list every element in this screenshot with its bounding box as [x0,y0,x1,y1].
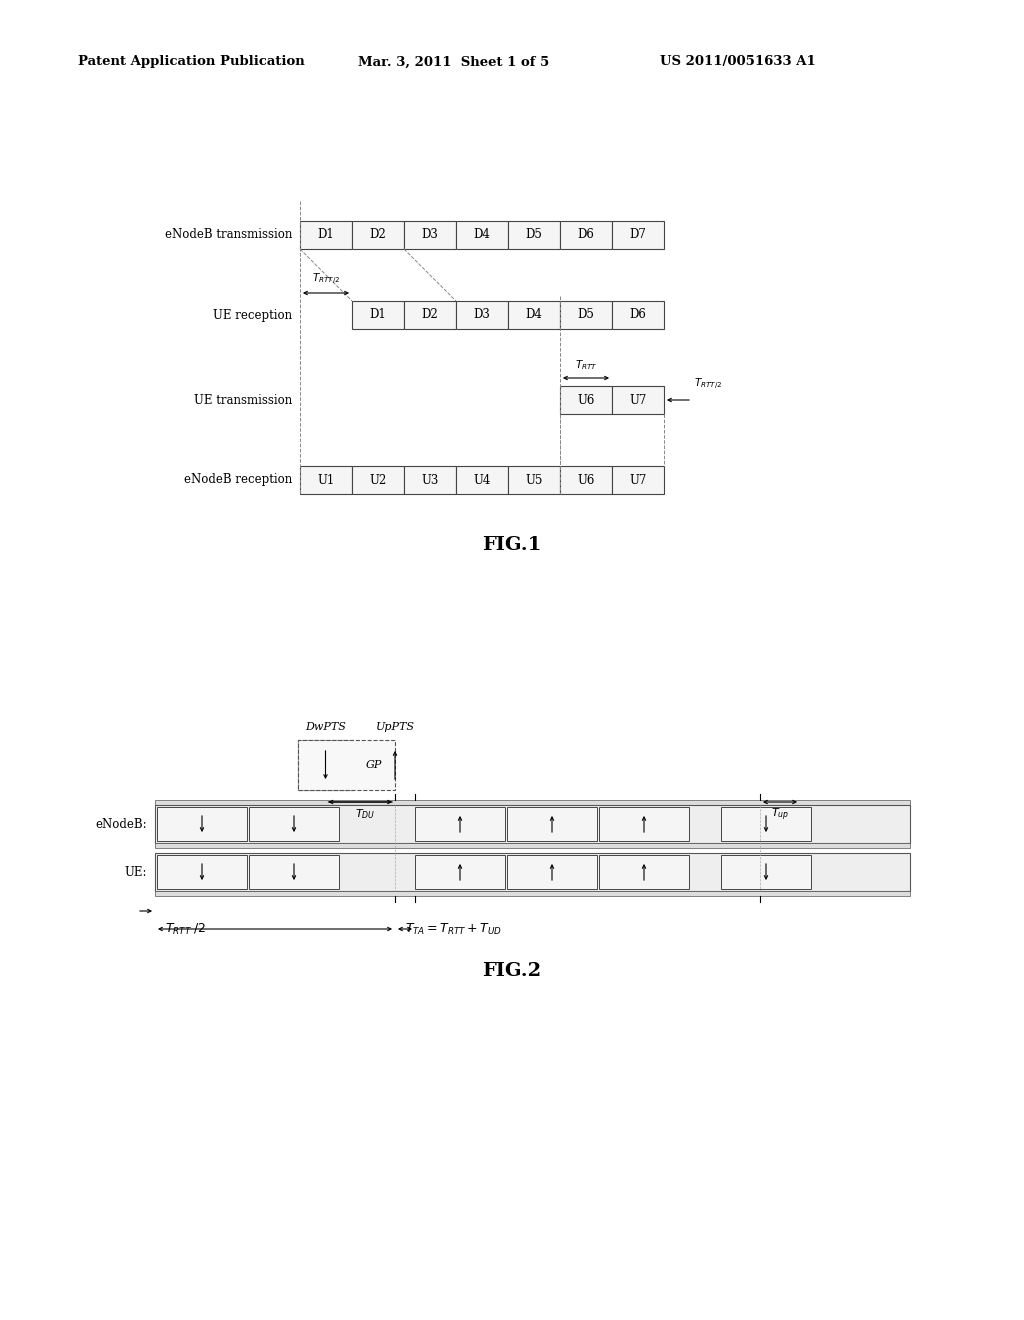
Bar [721,855,811,888]
Text: $T_{RTT}\ /2$: $T_{RTT}\ /2$ [165,921,206,937]
Text: eNodeB reception: eNodeB reception [183,474,292,487]
Text: D5: D5 [578,309,595,322]
Bar [599,807,689,841]
Bar [155,843,910,847]
Text: D4: D4 [473,228,490,242]
Text: D1: D1 [317,228,335,242]
Bar [560,466,612,494]
Bar [298,741,395,789]
Bar [300,466,352,494]
Bar [249,855,339,888]
Text: UpPTS: UpPTS [376,722,415,733]
Bar [404,301,456,329]
Text: Mar. 3, 2011  Sheet 1 of 5: Mar. 3, 2011 Sheet 1 of 5 [358,55,549,69]
Bar [508,220,560,249]
Text: FIG.2: FIG.2 [482,962,542,979]
Text: UE reception: UE reception [213,309,292,322]
Text: U7: U7 [630,393,647,407]
Text: D3: D3 [473,309,490,322]
Bar [157,807,247,841]
Text: DwPTS: DwPTS [305,722,346,733]
Bar [298,741,353,789]
Text: D2: D2 [370,228,386,242]
Bar [404,466,456,494]
Bar [612,220,664,249]
Text: GP: GP [366,760,382,770]
Bar [456,301,508,329]
Text: D6: D6 [630,309,646,322]
Bar [352,466,404,494]
Text: $T_{RTT/2}$: $T_{RTT/2}$ [312,272,340,286]
Bar [612,301,664,329]
Bar [155,891,910,896]
Bar [721,807,811,841]
Bar [352,220,404,249]
Bar [415,807,505,841]
Text: U6: U6 [578,474,595,487]
Text: D1: D1 [370,309,386,322]
Text: U1: U1 [317,474,335,487]
Text: $T_{DU}$: $T_{DU}$ [355,807,376,821]
Text: UE:: UE: [125,866,147,879]
Bar [560,301,612,329]
Bar [612,466,664,494]
Text: UE transmission: UE transmission [194,393,292,407]
Text: $T_{TA}=T_{RTT}+T_{UD}$: $T_{TA}=T_{RTT}+T_{UD}$ [406,921,502,937]
Bar [249,807,339,841]
Text: eNodeB:: eNodeB: [95,817,147,830]
Bar [560,220,612,249]
Text: U5: U5 [525,474,543,487]
Text: $T_{RTT}$: $T_{RTT}$ [574,358,597,372]
Text: $T_{up}$: $T_{up}$ [771,807,790,824]
Bar [404,220,456,249]
Text: U6: U6 [578,393,595,407]
Text: FIG.1: FIG.1 [482,536,542,554]
Text: $T_{RTT/2}$: $T_{RTT/2}$ [694,378,722,392]
Bar [612,385,664,414]
Text: U2: U2 [370,474,387,487]
Text: D2: D2 [422,309,438,322]
Text: Patent Application Publication: Patent Application Publication [78,55,305,69]
Bar [300,220,352,249]
Text: D3: D3 [422,228,438,242]
Text: D7: D7 [630,228,646,242]
Bar [456,466,508,494]
Bar [157,855,247,888]
Bar [155,805,910,843]
Bar [508,466,560,494]
Bar [507,855,597,888]
Bar [560,385,612,414]
Text: U4: U4 [473,474,490,487]
Bar [155,800,910,805]
Bar [352,301,404,329]
Text: D5: D5 [525,228,543,242]
Text: D6: D6 [578,228,595,242]
Text: D4: D4 [525,309,543,322]
Bar [508,301,560,329]
Text: US 2011/0051633 A1: US 2011/0051633 A1 [660,55,816,69]
Bar [456,220,508,249]
Text: U3: U3 [421,474,438,487]
Text: eNodeB transmission: eNodeB transmission [165,228,292,242]
Bar [415,855,505,888]
Text: U7: U7 [630,474,647,487]
Bar [599,855,689,888]
Bar [507,807,597,841]
Bar [155,853,910,891]
